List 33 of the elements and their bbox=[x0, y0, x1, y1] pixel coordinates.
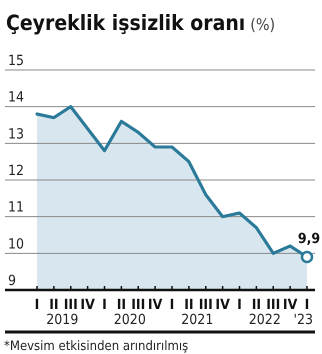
x-tick-label: III bbox=[198, 297, 213, 313]
x-tick-label: III bbox=[131, 297, 146, 313]
x-tick-label: III bbox=[64, 297, 78, 313]
y-tick-label: 11 bbox=[8, 200, 24, 216]
chart-title: Çeyreklik işsizlik oranı bbox=[6, 11, 246, 35]
x-tick-label: I bbox=[102, 297, 107, 313]
x-tick-label: I bbox=[304, 297, 310, 313]
text: *Mevsim etkisinden arındırılmış bbox=[4, 339, 188, 354]
x-tick-label: I bbox=[34, 297, 40, 313]
y-tick-label: 14 bbox=[8, 90, 24, 106]
y-tick-label: 10 bbox=[8, 236, 24, 252]
text: '23 bbox=[294, 312, 313, 328]
y-tick-label: 12 bbox=[8, 163, 24, 179]
x-tick-label: III bbox=[266, 297, 280, 313]
x-tick-label: II bbox=[49, 297, 59, 313]
text: 2022 bbox=[248, 312, 281, 328]
y-tick-label: 9 bbox=[8, 273, 16, 289]
x-tick-label: II bbox=[252, 297, 262, 313]
y-tick-label: 15 bbox=[8, 53, 24, 69]
x-tick-label: IV bbox=[282, 297, 298, 313]
text: 2020 bbox=[114, 312, 146, 328]
text: 2019 bbox=[46, 312, 78, 328]
y-tick-label: 13 bbox=[8, 126, 24, 142]
x-tick-label: IV bbox=[215, 297, 230, 313]
x-tick-label: I bbox=[237, 297, 242, 313]
x-tick-label: II bbox=[184, 297, 194, 313]
y-axis-title: (%) bbox=[250, 15, 276, 34]
x-tick-label: IV bbox=[80, 297, 96, 313]
x-tick-label: IV bbox=[148, 297, 163, 313]
x-tick-label: II bbox=[116, 297, 126, 313]
data-label: 9,9 bbox=[298, 231, 320, 247]
x-tick-label: I bbox=[170, 297, 174, 313]
text: 2021 bbox=[181, 312, 214, 328]
